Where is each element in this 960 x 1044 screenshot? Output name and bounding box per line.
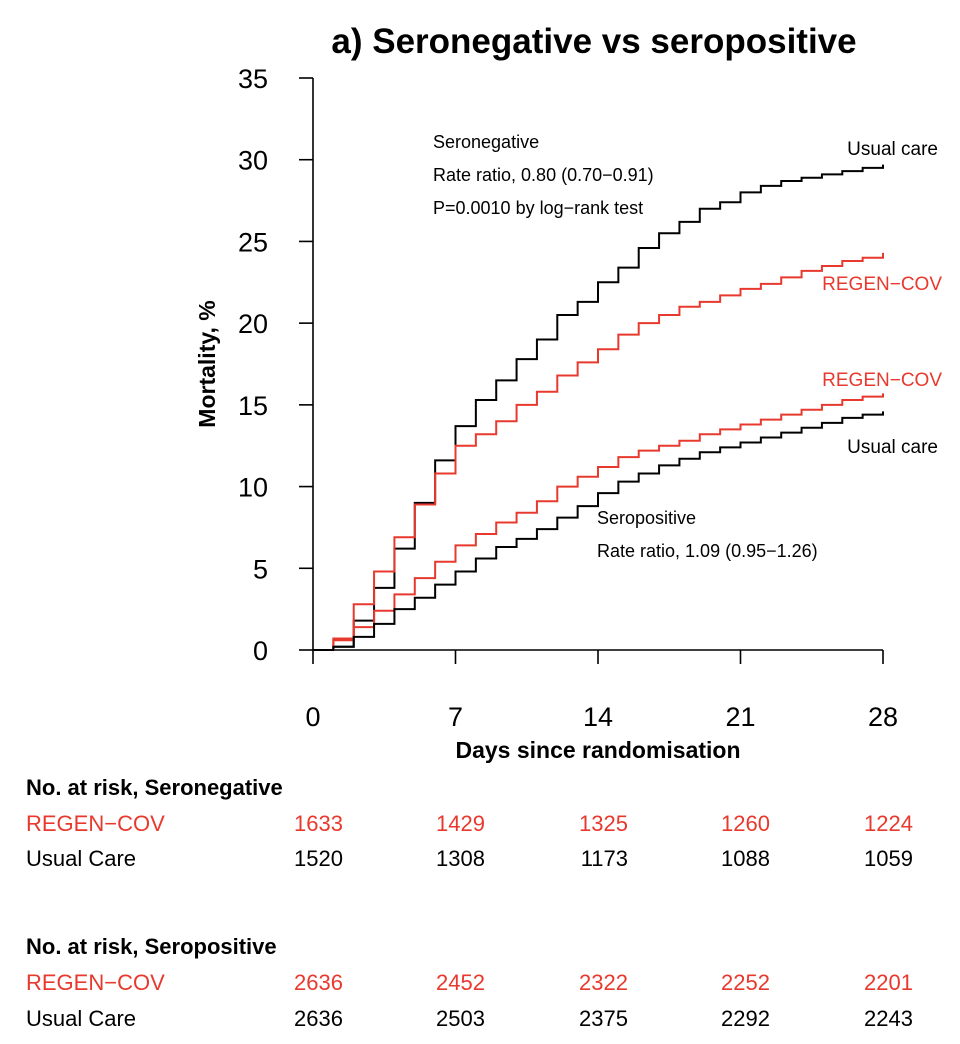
chart-title: a) Seronegative vs seropositive <box>331 22 856 61</box>
regen-cov-seropositive-label: REGEN−COV <box>822 370 942 391</box>
y-tick-label: 10 <box>238 473 268 503</box>
risk-table-cell: 2503 <box>436 1006 485 1031</box>
seronegative-annotation-line-2: Rate ratio, 0.80 (0.70−0.91) <box>433 165 654 185</box>
x-tick-label: 28 <box>868 702 898 732</box>
regen-cov-seropositive-series-line <box>313 393 884 651</box>
risk-table-cell: 1429 <box>436 811 485 836</box>
risk-table-cell: 1088 <box>721 846 770 871</box>
risk-table-cell: 2375 <box>579 1006 628 1031</box>
y-axis-label: Mortality, % <box>194 300 220 427</box>
risk-table-cell: 1520 <box>294 846 343 871</box>
risk-table-cell: 1059 <box>864 846 913 871</box>
risk-table-cell: 1224 <box>864 811 913 836</box>
x-tick-label: 7 <box>448 702 463 732</box>
risk-table-cell: 2292 <box>721 1006 770 1031</box>
risk-table-cell: 2322 <box>579 970 628 995</box>
x-tick-label: 21 <box>725 702 755 732</box>
axes: 0 5 10 15 20 25 30 35 0 7 14 21 28 <box>238 64 898 732</box>
seropositive-annotation-line-1: Seropositive <box>597 508 696 528</box>
usual-care-seropositive-series-line <box>313 411 884 651</box>
x-tick-label: 14 <box>583 702 613 732</box>
risk-table-cell: 2452 <box>436 970 485 995</box>
usual-care-seronegative-series-line <box>313 164 884 651</box>
risk-table-cell: 1308 <box>436 846 485 871</box>
risk-row-label-regen: REGEN−COV <box>26 970 165 995</box>
risk-table-cell: 1633 <box>294 811 343 836</box>
risk-row-label-usual: Usual Care <box>26 846 136 871</box>
risk-table-heading: No. at risk, Seropositive <box>26 934 277 959</box>
risk-table-cell: 2201 <box>864 970 913 995</box>
y-tick-label: 30 <box>238 146 268 176</box>
seronegative-annotation-line-3: P=0.0010 by log−rank test <box>433 198 643 218</box>
x-tick-label: 0 <box>305 702 320 732</box>
risk-table-cell: 2636 <box>294 1006 343 1031</box>
risk-table-cell: 1325 <box>579 811 628 836</box>
seronegative-annotation-line-1: Seronegative <box>433 132 539 152</box>
y-tick-label: 0 <box>253 636 268 666</box>
risk-table-cell: 2252 <box>721 970 770 995</box>
regen-cov-seronegative-series-line <box>313 252 884 651</box>
risk-table-cell: 2636 <box>294 970 343 995</box>
regen-cov-seronegative-label: REGEN−COV <box>822 274 942 295</box>
risk-table-cell: 1260 <box>721 811 770 836</box>
risk-table-values: 1633 1429 1325 1260 1224 1520 1308 1173 1088 1059 <box>294 811 913 871</box>
risk-table-values: 2636 2452 2322 2252 2201 2636 2503 2375 2292 2243 <box>294 970 913 1031</box>
y-tick-label: 15 <box>238 391 268 421</box>
y-tick-label: 35 <box>238 64 268 94</box>
y-tick-label: 5 <box>253 554 268 584</box>
risk-table-heading: No. at risk, Seronegative <box>26 775 283 800</box>
risk-row-label-regen: REGEN−COV <box>26 811 165 836</box>
risk-row-label-usual: Usual Care <box>26 1006 136 1031</box>
risk-table-seropositive: No. at risk, Seropositive REGEN−COV Usua… <box>26 934 913 1031</box>
usual-care-seropositive-label: Usual care <box>847 437 938 458</box>
y-tick-label: 20 <box>238 309 268 339</box>
risk-table-cell: 2243 <box>864 1006 913 1031</box>
y-tick-label: 25 <box>238 227 268 257</box>
risk-table-seronegative: No. at risk, Seronegative REGEN−COV Usua… <box>26 775 913 871</box>
x-axis-label: Days since randomisation <box>455 737 740 763</box>
usual-care-seronegative-label: Usual care <box>847 139 938 160</box>
risk-table-cell: 1173 <box>581 846 628 871</box>
series-layer <box>313 164 884 651</box>
seropositive-annotation-line-2: Rate ratio, 1.09 (0.95−1.26) <box>597 541 818 561</box>
